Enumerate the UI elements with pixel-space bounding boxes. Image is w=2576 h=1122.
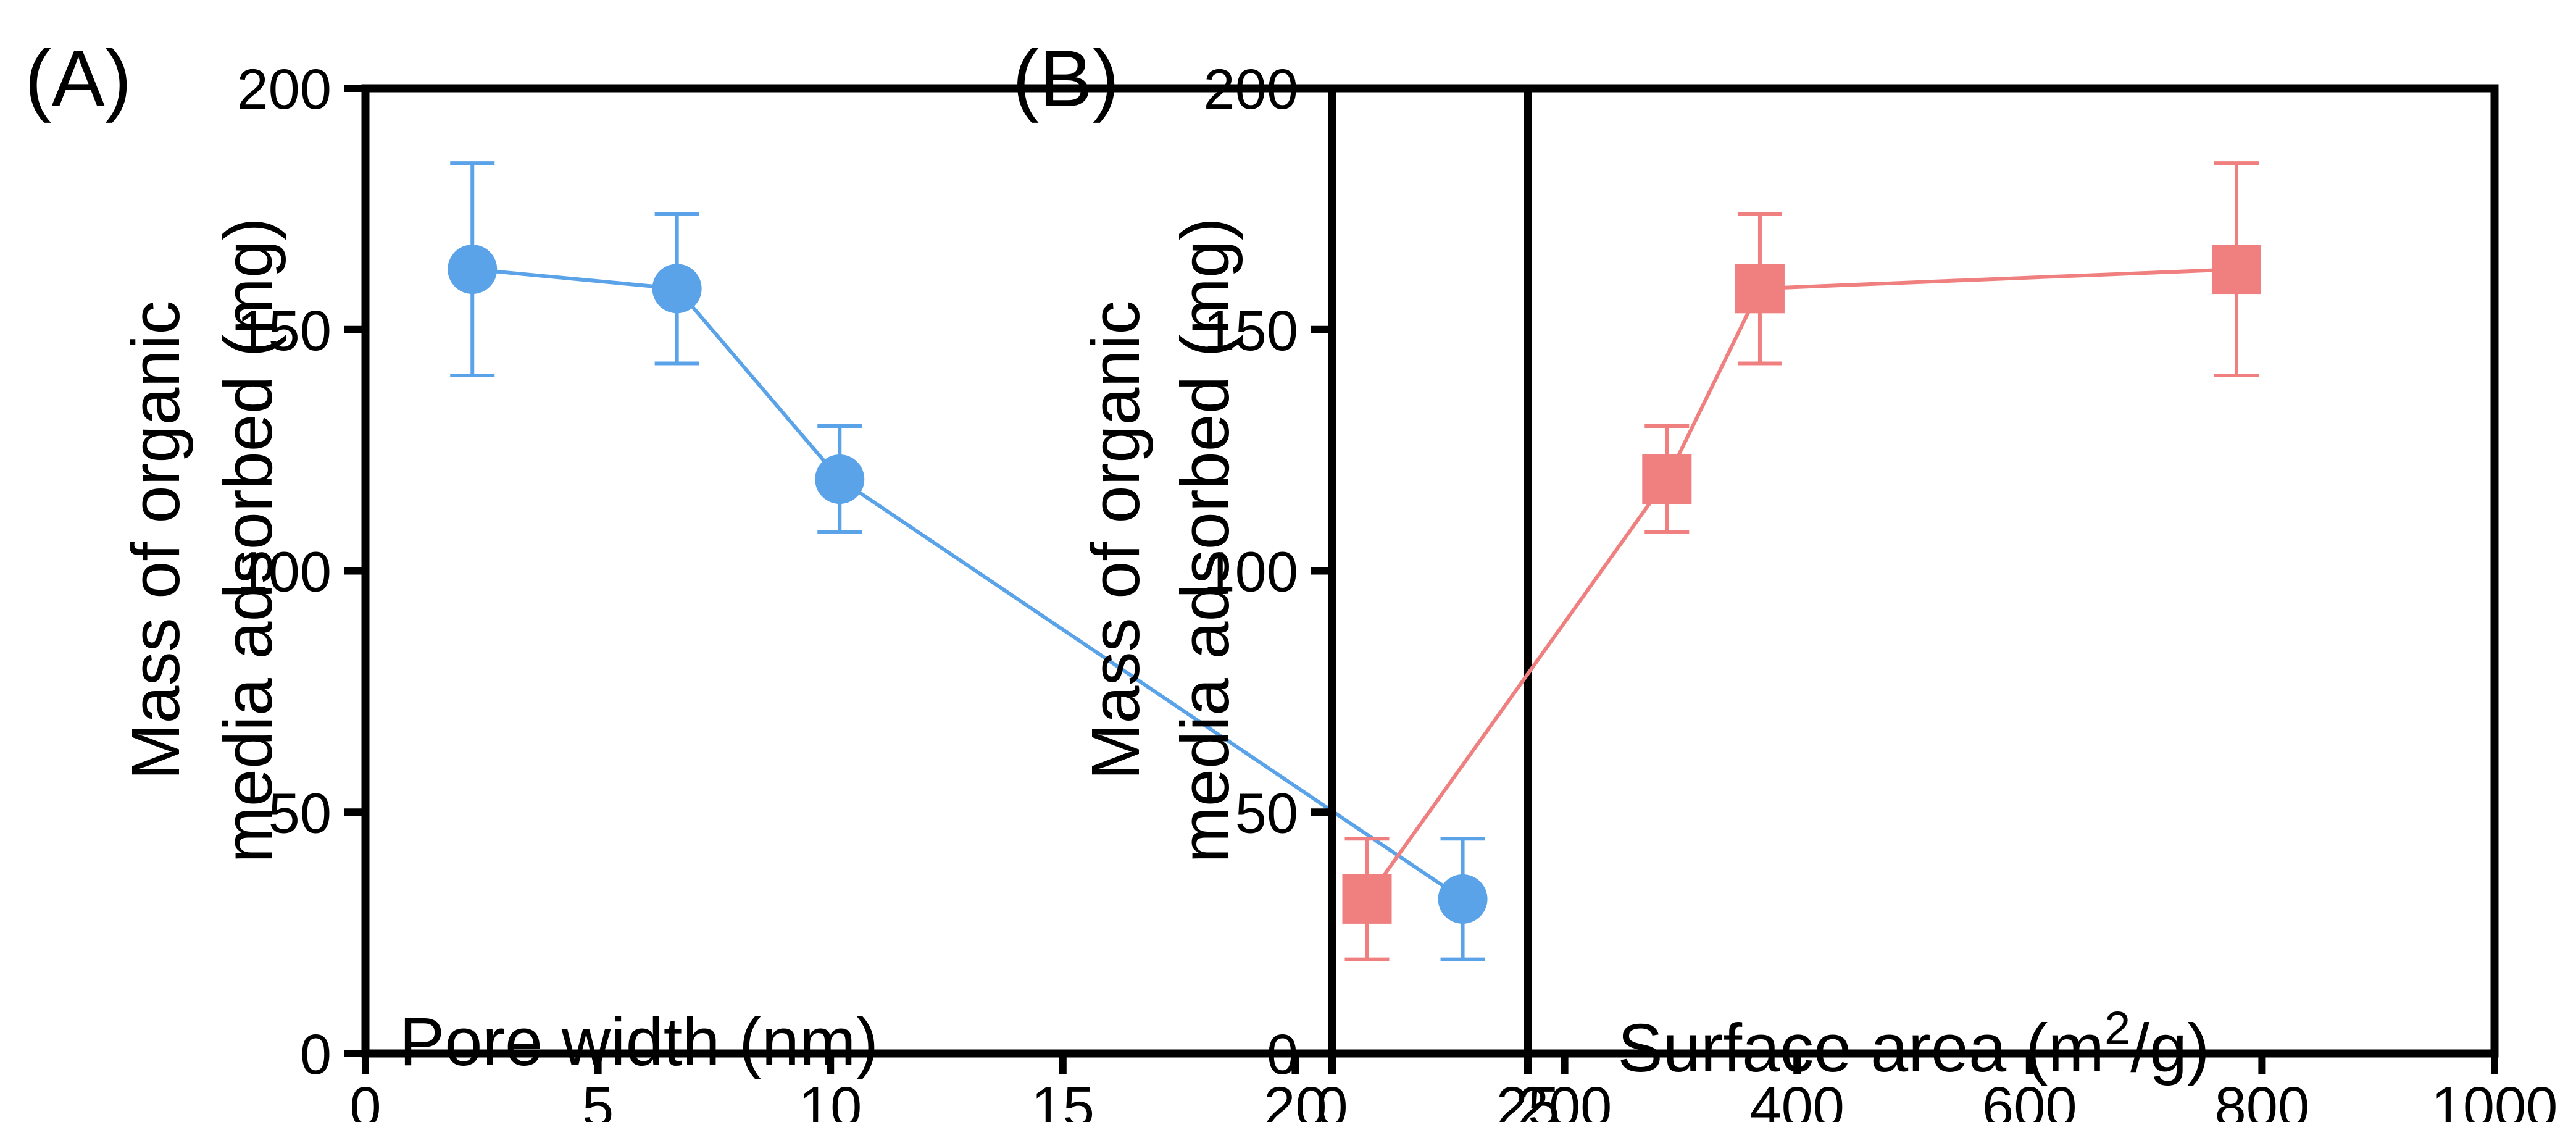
panel-b-ytick-label: 100 [1204,541,1299,604]
panel-a-ytick-label: 150 [237,299,332,362]
panel-a-label: (A) [25,33,131,124]
panel-b-xlabel-end: /g) [2130,1010,2209,1086]
panel-b-ytick-label: 50 [1235,782,1298,845]
panel-a-plot [448,161,1488,961]
panel-a-data-point [448,245,498,295]
panel-a-ytick-label: 0 [300,1023,331,1086]
panel-a-data-point [1438,874,1488,924]
panel-a-xtick-label: 5 [582,1076,614,1122]
panel-b-ytick-label: 0 [1267,1023,1298,1086]
panel-b: (B) Mass of organic media adsorbed (mg) … [1012,33,2557,1122]
panel-a-series-line [472,267,1464,901]
panel-b-frame [1328,84,2499,1058]
panel-a-ytick-label: 100 [237,541,332,604]
panel-b-data-point [1735,264,1785,314]
panel-b-series-line [1365,267,2237,900]
panel-b-ticks: 0 200 400 600 800 1000 0 50 100 150 200 [1204,58,2558,1122]
panel-b-label: (B) [1012,33,1119,124]
panel-b-xtick-label: 400 [1749,1076,1844,1122]
panel-a-ytick-label: 50 [269,782,331,845]
panel-b-ylabel-line1: Mass of organic [1078,301,1154,780]
panel-b-ytick-label: 150 [1204,299,1299,362]
panel-b-xlabel: Surface area (m2/g) [1617,1002,2209,1086]
panel-a-frame [361,84,1532,1058]
panel-b-xlabel-sup: 2 [2104,1002,2130,1055]
panel-a-xtick-label: 15 [1032,1076,1094,1122]
panel-b-data-point [2211,245,2261,295]
panel-b-xtick-label: 1000 [2432,1076,2558,1122]
panel-b-data-point [1642,454,1692,504]
panel-b-xtick-label: 800 [2215,1076,2310,1122]
panel-b-ylabel-line2: media adsorbed (mg) [1167,217,1243,863]
panel-a-xlabel: Pore width (nm) [399,1004,878,1080]
panel-b-data-point [1342,874,1392,924]
panel-b-plot [1342,161,2261,961]
panel-b-xlabel-main: Surface area (m [1617,1010,2104,1086]
panel-a-xtick-label: 25 [1496,1076,1559,1122]
panel-a-xtick-label: 20 [1264,1076,1327,1122]
panel-a-data-point [652,264,702,314]
panel-a-ticks: 0 5 10 15 20 25 0 50 100 150 200 [237,58,1560,1122]
panel-b-xtick-label: 600 [1982,1076,2077,1122]
panel-a-xtick-label: 10 [799,1076,862,1122]
panel-b-xtick-label: 200 [1517,1076,1612,1122]
panel-a: (A) Mass of organic media adsorbed (mg) … [25,33,1559,1122]
panel-a-ytick-label: 200 [237,58,332,121]
panel-b-xtick-label: 0 [1316,1076,1348,1122]
panel-a-ylabel-line2: media adsorbed (mg) [210,217,286,863]
panel-b-ytick-label: 200 [1204,58,1299,121]
panel-a-data-point [815,454,865,504]
panel-a-ylabel-line1: Mass of organic [118,301,194,780]
panel-a-xtick-label: 0 [349,1076,381,1122]
